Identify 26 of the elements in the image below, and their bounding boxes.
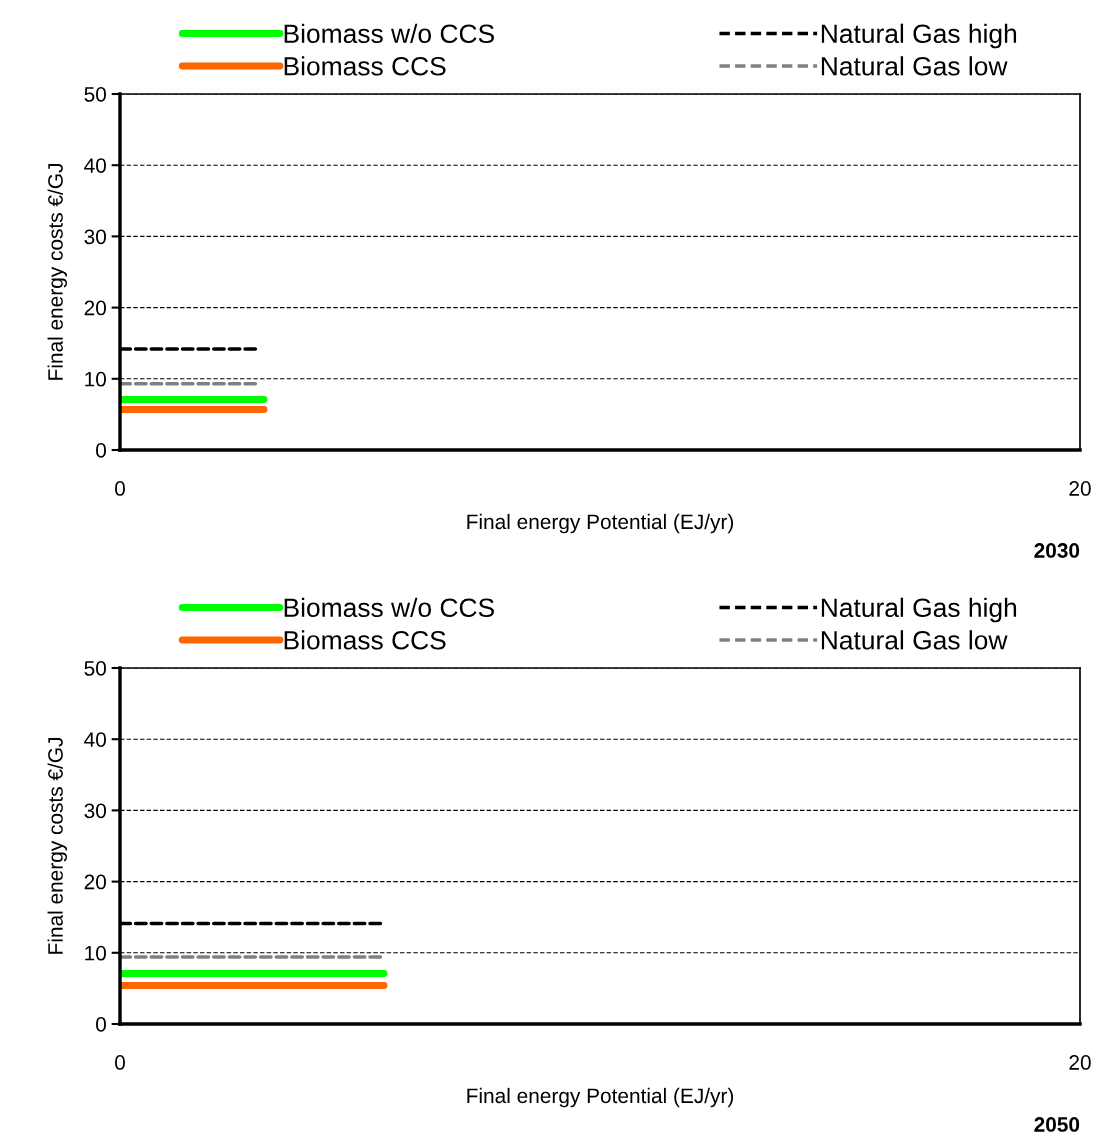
y-tick-label: 20 — [84, 300, 106, 316]
y-axis-title: Final energy costs €/GJ — [47, 738, 67, 954]
x-axis-title: Final energy Potential (EJ/yr) — [467, 1087, 734, 1108]
y-tick-label: 40 — [84, 732, 106, 747]
legend-label: Natural Gas low — [821, 56, 1008, 76]
x-axis-title: Final energy Potential (EJ/yr) — [467, 513, 734, 534]
legend-label: Natural Gas high — [821, 23, 1017, 49]
legend-label: Biomass w/o CCS — [284, 597, 494, 618]
legend-label: Biomass CCS — [284, 630, 446, 650]
legend-label: Biomass w/o CCS — [284, 23, 494, 44]
y-tick-label: 30 — [84, 803, 106, 819]
y-tick-label: 30 — [84, 229, 106, 245]
y-tick-label: 40 — [84, 158, 106, 173]
y-tick-label: 0 — [96, 1017, 106, 1032]
y-tick-label: 50 — [84, 661, 106, 676]
y-tick-label: 10 — [85, 945, 106, 961]
y-axis-title: Final energy costs €/GJ — [47, 164, 67, 380]
text: 2030 — [1034, 543, 1080, 558]
y-tick-label: 10 — [85, 371, 106, 387]
text: 2050 — [1034, 1117, 1080, 1132]
y-tick-label: 50 — [84, 87, 106, 102]
legend-label: Natural Gas low — [821, 630, 1008, 650]
y-tick-label: 0 — [96, 443, 106, 458]
legend-label: Natural Gas high — [821, 597, 1017, 623]
legend-label: Biomass CCS — [284, 56, 446, 76]
y-tick-label: 20 — [84, 874, 106, 890]
